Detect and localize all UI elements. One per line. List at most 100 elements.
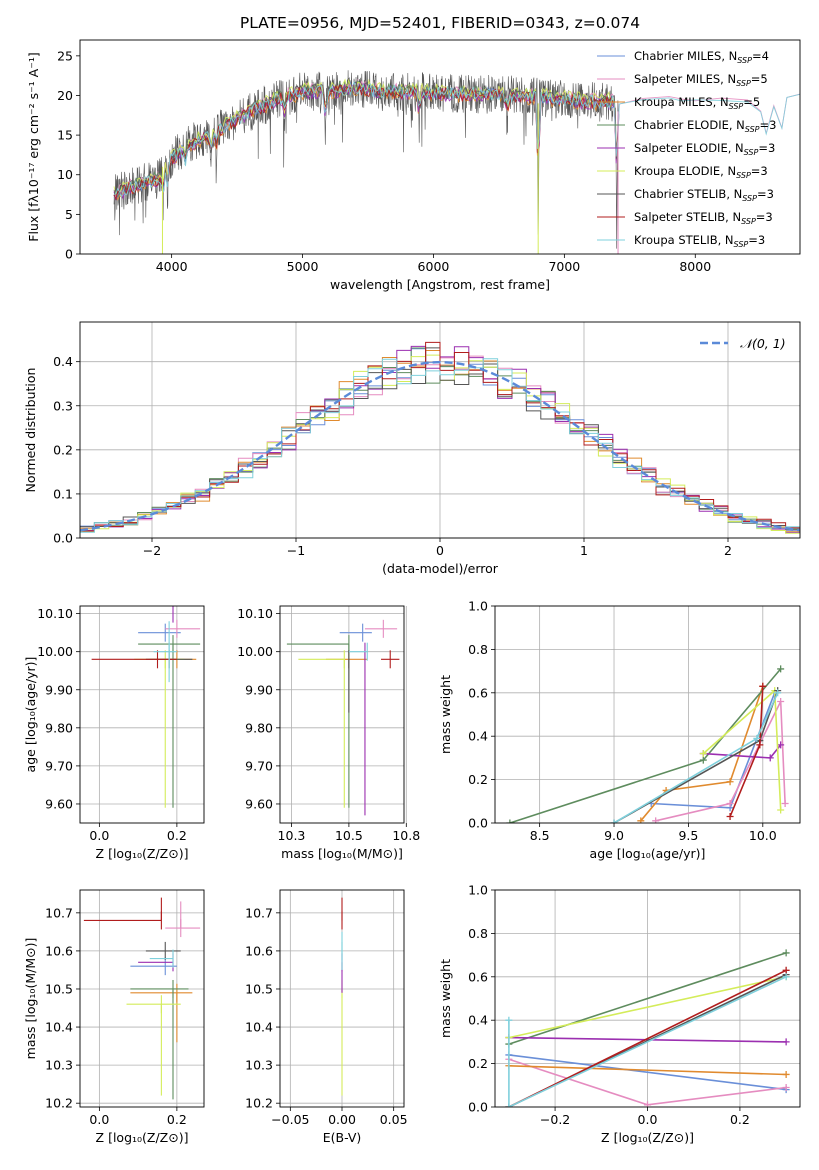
series-line [508, 976, 787, 1107]
series-marker [782, 1070, 790, 1078]
y-axis-label: mass weight [438, 675, 453, 754]
plot-area-age_vs_mass [286, 619, 400, 816]
model-spectrum [113, 80, 800, 199]
series-marker [610, 819, 618, 823]
x-tick-label: 9.0 [604, 828, 624, 843]
series-line [508, 952, 787, 1045]
grid-age_vs_Z [80, 606, 204, 823]
chart-residuals: −2 −1 0 1 2 0.0 0.1 0.2 0.3 0.4 (data-model)/error… [23, 321, 801, 576]
x-tick-label: 7000 [548, 259, 580, 274]
y-tick-label: 0.1 [53, 486, 73, 501]
chart-age_vs_mass: 10.3 10.5 10.8 9.60 9.70 9.80 9.90 10.00 10.10 ma… [237, 605, 420, 861]
y-tick-label: 10.5 [245, 981, 273, 996]
y-axis-label: Normed distribution [23, 368, 38, 493]
series-marker [777, 741, 785, 749]
chart-age_vs_Z: 0.0 0.2 9.60 9.70 9.80 9.90 10.00 10.10 Z [log₁₀… [23, 605, 205, 861]
axes-frame [494, 889, 801, 1108]
x-tick-label: 10.0 [749, 828, 777, 843]
x-tick-label: 0.0 [89, 828, 109, 843]
legend: Chabrier MILES, NSSP=4 Salpeter MILES, NS… [597, 49, 776, 249]
x-tick-label: 0.2 [167, 1112, 187, 1127]
y-tick-label: 9.90 [45, 682, 73, 697]
y-tick-label: 0.6 [468, 969, 488, 984]
legend-entry: Chabrier STELIB, NSSP=3 [634, 187, 774, 203]
x-tick-label: 0.2 [730, 1112, 750, 1127]
legend: 𝒩(0, 1) [700, 336, 786, 351]
series-line [508, 1065, 787, 1076]
series-marker [753, 734, 761, 742]
y-tick-label: 15 [57, 128, 73, 143]
y-tick-label: 0.0 [53, 531, 73, 546]
legend-entry: Salpeter MILES, NSSP=5 [634, 72, 768, 88]
y-tick-label: 0.3 [53, 398, 73, 413]
y-tick-label: 0.0 [468, 1100, 488, 1115]
series-marker [505, 1103, 513, 1107]
legend-entry: Kroupa STELIB, NSSP=3 [634, 233, 765, 249]
x-axis-label: mass [log₁₀(M/M⊙)] [281, 846, 403, 861]
y-tick-label: 20 [57, 88, 73, 103]
x-axis-label: age [log₁₀(age/yr)] [590, 846, 706, 861]
x-axis-label: Z [log₁₀(Z/Z⊙)] [96, 1130, 189, 1145]
x-tick-label: −1 [287, 543, 305, 558]
histogram-kroupa-stelib [80, 358, 800, 533]
series-marker [726, 778, 734, 786]
y-tick-label: 0.8 [468, 926, 488, 941]
y-tick-label: 0.4 [468, 1013, 488, 1028]
series-marker [699, 756, 707, 764]
x-tick-label: 0 [436, 543, 444, 558]
x-axis-label: Z [log₁₀(Z/Z⊙)] [601, 1130, 694, 1145]
axes-frame [79, 39, 801, 255]
histogram-salpeter-stelib [80, 341, 800, 532]
series-marker [782, 966, 790, 974]
y-tick-label: 5 [65, 207, 73, 222]
x-tick-label: 6000 [418, 259, 450, 274]
plot-area-spectrum [113, 70, 800, 254]
x-axis-label: Z [log₁₀(Z/Z⊙)] [96, 846, 189, 861]
grid-mass_vs_Z [80, 890, 204, 1107]
y-axis-label: mass weight [438, 959, 453, 1038]
x-tick-label: 8000 [679, 259, 711, 274]
axes-frame [279, 889, 405, 1108]
y-tick-label: 9.60 [245, 796, 273, 811]
series-marker [644, 1101, 651, 1107]
plot-area-weight_vs_age [506, 665, 789, 823]
x-tick-label: 2 [724, 543, 732, 558]
series-marker [782, 1083, 790, 1091]
plot-area-mass_vs_Z [83, 897, 201, 1100]
x-tick-label: 0.00 [328, 1112, 356, 1127]
y-tick-label: 0.2 [53, 442, 73, 457]
y-tick-label: 10.7 [245, 905, 273, 920]
legend-entry: Chabrier ELODIE, NSSP=3 [634, 118, 776, 134]
plot-area-age_vs_Z [91, 606, 201, 808]
series-marker [782, 973, 790, 981]
chart-spectrum: 4000 5000 6000 7000 8000 0 5 10 15 20 25 wavelength… [26, 39, 801, 292]
chart-mass_vs_Z: 0.0 0.2 10.2 10.3 10.4 10.5 10.6 10.7 Z [log₁₀(Z… [23, 889, 205, 1145]
series-marker [505, 1016, 513, 1024]
x-tick-label: 0.2 [167, 828, 187, 843]
series-line [508, 976, 787, 1039]
x-tick-label: 0.0 [638, 1112, 658, 1127]
y-tick-label: 25 [57, 48, 73, 63]
normal-curve [80, 360, 800, 532]
y-tick-label: 10.00 [237, 644, 273, 659]
model-spectrum [113, 81, 619, 197]
y-tick-label: 0 [65, 247, 73, 262]
y-tick-label: 1.0 [468, 883, 488, 898]
series-marker [766, 754, 774, 762]
series-line [508, 969, 787, 1107]
y-tick-label: 0.4 [53, 354, 73, 369]
x-axis-label: wavelength [Angstrom, rest frame] [330, 277, 550, 292]
y-tick-label: 9.80 [245, 720, 273, 735]
series-marker [699, 750, 707, 758]
plot-area-residuals [80, 341, 800, 534]
series-line [640, 686, 764, 822]
series-line [655, 701, 786, 822]
x-tick-label: 0.0 [89, 1112, 109, 1127]
x-tick-label: 4000 [156, 259, 188, 274]
x-tick-label: 1 [580, 543, 588, 558]
series-marker [777, 806, 785, 814]
y-tick-label: 10.7 [45, 905, 73, 920]
legend-entry: Kroupa MILES, NSSP=5 [634, 95, 760, 111]
figure-title: PLATE=0956, MJD=52401, FIBERID=0343, z=0… [240, 14, 640, 32]
series-line [509, 668, 782, 823]
